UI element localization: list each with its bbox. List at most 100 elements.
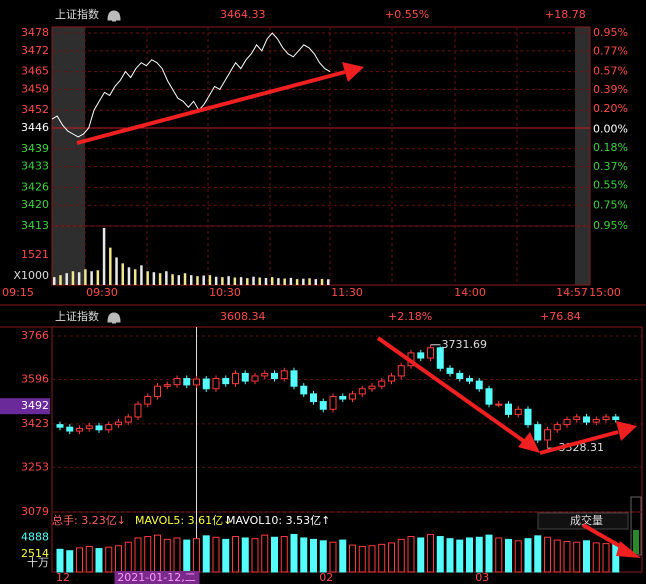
bell-icon[interactable] <box>107 10 121 22</box>
y2-tick-label: 0.95% <box>593 26 628 39</box>
y2-tick-label: 0.75% <box>593 199 628 212</box>
candle-body <box>319 401 327 410</box>
volume-bar <box>300 537 308 573</box>
candle-body <box>475 380 483 390</box>
volume-bar <box>602 543 610 573</box>
volume-bar <box>258 277 261 285</box>
volume-legend: MAVOL10: 3.53亿↑ <box>226 514 330 527</box>
crosshair-box <box>0 398 50 415</box>
candle-body <box>193 378 200 386</box>
volume-bar <box>308 278 311 285</box>
volume-bar <box>105 546 113 573</box>
marks: 3478 3472 3465 3459 3452 3446 3439 3433 3426 3420… <box>0 26 642 584</box>
candle-body <box>514 408 522 415</box>
volume-bar <box>283 278 286 285</box>
volume-bar <box>573 541 581 573</box>
candle-body <box>456 372 464 380</box>
volume-bar <box>152 272 156 285</box>
auction-zone <box>52 27 85 285</box>
price: 3464.33 <box>220 8 266 21</box>
volume-bar <box>264 277 268 285</box>
volume-bar <box>90 271 93 285</box>
volume-bar <box>59 275 62 285</box>
volume-bar <box>320 278 324 285</box>
candle-body <box>592 419 600 423</box>
volume-legend: 总手: 3.23亿↓ <box>52 513 126 527</box>
volume-bar <box>277 278 280 285</box>
volume-bar <box>485 534 493 573</box>
date-box <box>114 571 200 584</box>
price-line <box>51 32 331 138</box>
volume-bar <box>368 545 376 573</box>
candle-body <box>427 347 434 359</box>
volume-bar <box>407 536 415 573</box>
volume-bar <box>524 538 532 573</box>
candle-body <box>300 385 308 395</box>
volume-bar <box>115 545 122 573</box>
volume-bar <box>193 538 200 573</box>
volume-bar <box>466 537 473 573</box>
volume-bar <box>232 536 239 573</box>
candle-body <box>124 416 132 423</box>
candle-body <box>271 372 278 380</box>
volume-bar <box>358 545 366 573</box>
candle-body <box>173 378 181 386</box>
volume-bar <box>505 538 512 573</box>
candle-body <box>339 395 347 400</box>
volume-bar <box>271 536 278 573</box>
volume-tick-label: 4888 <box>21 530 49 543</box>
volume-bar <box>183 539 191 573</box>
volume-bar <box>115 257 118 285</box>
volume-bar <box>96 270 100 285</box>
y-tick-label: 3459 <box>21 82 49 95</box>
candle-body <box>66 426 74 432</box>
y2-tick-label: 0.37% <box>593 160 628 173</box>
bell-icon[interactable] <box>107 312 121 324</box>
candle-body <box>378 380 386 387</box>
y2-tick-label: 0.00% <box>593 123 628 136</box>
volume-bar <box>202 535 210 573</box>
volume-bar <box>563 541 571 573</box>
candle-body <box>485 388 493 405</box>
candle-body <box>573 416 581 421</box>
volume-bar <box>65 273 68 285</box>
volume-bar <box>446 538 454 573</box>
arrow <box>76 70 346 145</box>
volume-bar <box>295 279 299 285</box>
volume-bar <box>270 277 274 285</box>
volume-legend: MAVOL5: 3.61亿↓ <box>135 514 232 527</box>
volume-bar <box>202 275 205 285</box>
volume-bar <box>417 537 425 573</box>
arrow <box>539 430 619 455</box>
candle-body <box>446 367 454 374</box>
y-tick-label: 3423 <box>21 417 49 430</box>
candle-body <box>56 424 64 428</box>
volume-bar <box>280 536 288 573</box>
candle-body <box>183 378 191 386</box>
candle-body <box>154 385 161 397</box>
volume-bar <box>158 273 162 285</box>
volume-bar <box>289 277 293 285</box>
y-tick-label: 3433 <box>21 160 49 173</box>
candle-body <box>466 378 473 382</box>
change: +18.78 <box>545 8 586 21</box>
y2-tick-label: 0.55% <box>593 178 628 191</box>
candle-body <box>76 427 83 432</box>
y2-tick-label: 0.39% <box>593 83 628 96</box>
volume-bar <box>227 276 230 285</box>
volume-bar <box>84 269 87 285</box>
volume-bar <box>102 227 106 285</box>
y2-tick-label: 0.77% <box>593 44 628 57</box>
candle-body <box>563 419 571 426</box>
candle-body <box>290 370 298 387</box>
volume-bar <box>56 548 64 573</box>
candle-body <box>251 375 259 382</box>
y-tick-label: 3413 <box>21 219 49 232</box>
volume-bar <box>208 275 212 285</box>
candle-body <box>261 372 269 377</box>
y-tick-label: 3465 <box>21 65 49 78</box>
candle-body <box>280 370 288 380</box>
volume-bar <box>146 271 149 285</box>
volume-bar <box>339 539 347 573</box>
